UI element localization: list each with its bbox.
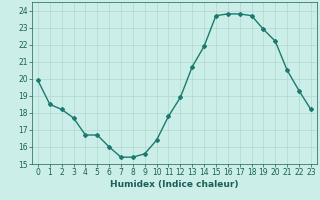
- X-axis label: Humidex (Indice chaleur): Humidex (Indice chaleur): [110, 180, 239, 189]
